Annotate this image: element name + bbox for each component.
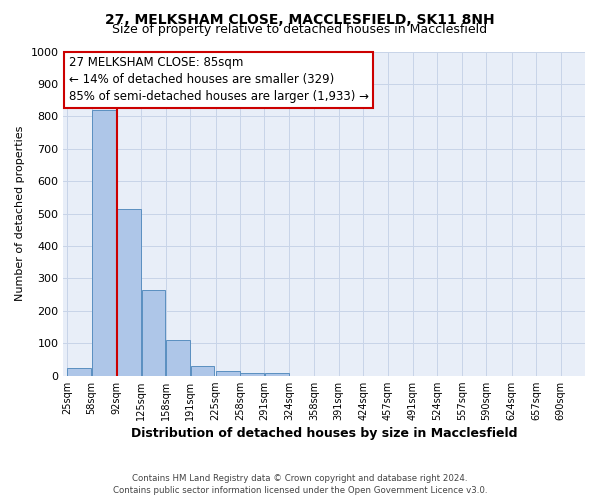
Bar xyxy=(191,366,214,376)
Bar xyxy=(142,290,166,376)
X-axis label: Distribution of detached houses by size in Macclesfield: Distribution of detached houses by size … xyxy=(131,427,517,440)
Bar xyxy=(92,110,116,376)
Text: Size of property relative to detached houses in Macclesfield: Size of property relative to detached ho… xyxy=(112,24,488,36)
Bar xyxy=(265,373,289,376)
Y-axis label: Number of detached properties: Number of detached properties xyxy=(15,126,25,302)
Bar xyxy=(67,368,91,376)
Bar xyxy=(117,208,141,376)
Bar xyxy=(216,371,239,376)
Text: 27, MELKSHAM CLOSE, MACCLESFIELD, SK11 8NH: 27, MELKSHAM CLOSE, MACCLESFIELD, SK11 8… xyxy=(105,12,495,26)
Text: 27 MELKSHAM CLOSE: 85sqm
← 14% of detached houses are smaller (329)
85% of semi-: 27 MELKSHAM CLOSE: 85sqm ← 14% of detach… xyxy=(68,56,368,104)
Text: Contains HM Land Registry data © Crown copyright and database right 2024.
Contai: Contains HM Land Registry data © Crown c… xyxy=(113,474,487,495)
Bar xyxy=(166,340,190,376)
Bar xyxy=(241,373,264,376)
